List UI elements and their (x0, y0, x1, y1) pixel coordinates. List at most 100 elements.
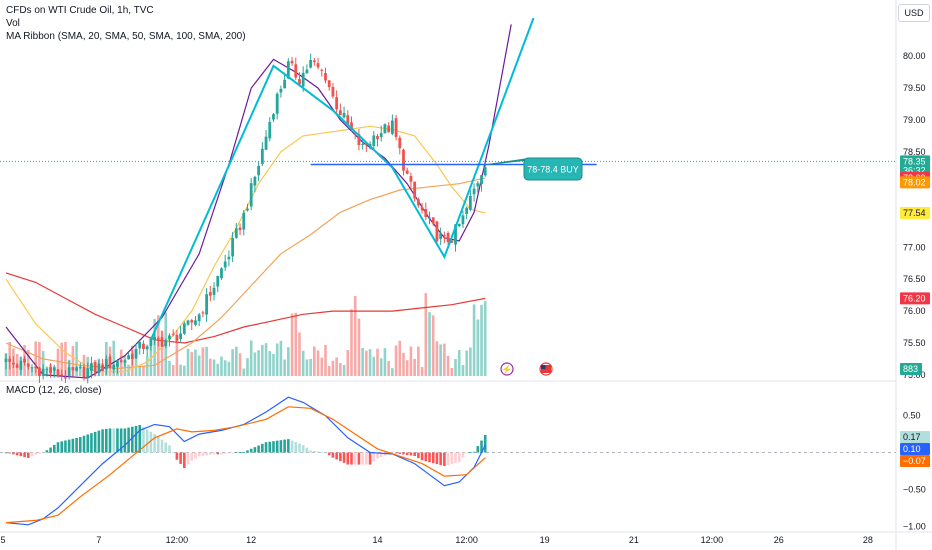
candle (390, 114, 394, 136)
candle-body (338, 110, 342, 116)
volume-bar (309, 358, 312, 376)
volume-bar (417, 346, 420, 376)
price-tag-countdown: 36:32 (903, 165, 926, 175)
volume-bar (420, 366, 424, 376)
candle (138, 341, 142, 355)
candle-body (153, 336, 156, 341)
candle (186, 319, 190, 326)
volume-bar (457, 349, 461, 376)
candle (175, 330, 179, 344)
macd-histogram-bar (112, 428, 116, 453)
candle (160, 330, 164, 348)
volume-bar (60, 342, 64, 376)
volume-bar (153, 318, 156, 376)
candle (246, 203, 249, 212)
macd-histogram-bar (90, 433, 93, 453)
candle (101, 359, 104, 372)
candle (405, 167, 409, 175)
volume-bar (368, 349, 372, 376)
macd-histogram-bar (301, 444, 305, 453)
candle (12, 356, 15, 368)
volume-bar (383, 348, 387, 376)
currency-button[interactable]: USD (898, 4, 930, 22)
macd-histogram-bar (294, 442, 298, 453)
time-tick-label: 12:00 (455, 535, 478, 545)
candle (361, 139, 365, 150)
candle-body (390, 120, 394, 134)
volume-bar (246, 358, 249, 376)
time-tick-label: 12 (246, 535, 256, 545)
macd-tag: −0.07 (900, 455, 930, 467)
volume-bar (175, 340, 179, 376)
candle (335, 90, 339, 114)
candle (67, 360, 71, 380)
price-tag-bg (900, 292, 930, 305)
macd-histogram-bar (290, 440, 294, 453)
macd-histogram-bar (97, 430, 101, 453)
time-tick-label: 21 (629, 535, 639, 545)
macd-histogram-bar (353, 452, 357, 465)
price-tick-label: 79.50 (903, 83, 926, 93)
volume-bar (171, 365, 175, 376)
macd-histogram-bar (131, 426, 134, 453)
macd-histogram-bar (216, 452, 220, 455)
macd-histogram-bar (350, 452, 353, 465)
candle-body (123, 360, 127, 363)
candle (253, 175, 257, 193)
macd-histogram-bar (409, 452, 413, 456)
macd-histogram-bar (175, 452, 179, 460)
volume-bar (413, 358, 416, 376)
volume-bar (64, 341, 67, 376)
candle (116, 360, 119, 374)
candle-body (182, 323, 186, 334)
candle-body (383, 124, 387, 134)
macd-histogram-bar (361, 452, 364, 465)
candle-body (249, 183, 253, 207)
candle-body (23, 358, 26, 363)
macd-histogram-bar (335, 452, 338, 460)
macd-tick-label: −1.00 (903, 521, 926, 531)
candle-body (279, 88, 283, 93)
candle (309, 53, 313, 69)
macd-histogram-bar (253, 447, 257, 453)
candle-body (112, 364, 116, 370)
volume-tag-label: 883 (903, 364, 918, 374)
candle (279, 85, 283, 98)
macd-histogram-bar (93, 431, 97, 453)
candle (257, 161, 261, 182)
candle (171, 329, 175, 337)
macd-histogram-bar (157, 436, 160, 453)
macd-histogram-bar (38, 452, 41, 454)
candle (71, 366, 75, 377)
price-tick-label: 75.50 (903, 338, 926, 348)
volume-bar (394, 345, 398, 376)
volume-bar (461, 365, 465, 376)
macd-histogram-bar (52, 444, 56, 453)
candle (450, 240, 454, 244)
candle (82, 363, 86, 381)
macd-histogram-bar (346, 452, 350, 465)
candle-body (416, 199, 420, 206)
candle (26, 363, 30, 370)
volume-bar (424, 293, 428, 376)
volume-bar (38, 342, 41, 376)
macd-histogram-bar (316, 451, 320, 453)
volume-bar (223, 360, 227, 376)
candle-body (435, 221, 439, 242)
macd-histogram-bar (186, 452, 190, 465)
volume-bar (316, 350, 320, 376)
volume-bar (454, 359, 457, 376)
macd-histogram-bar (71, 438, 75, 453)
volume-bar (272, 353, 275, 376)
volume-bar (227, 361, 231, 376)
candle-body (439, 233, 443, 240)
candle-body (450, 240, 454, 243)
volume-bar (365, 350, 368, 376)
candle (86, 362, 90, 384)
volume-bar (361, 347, 364, 376)
candle (387, 122, 391, 133)
macd-histogram-bar (450, 452, 454, 465)
candle (316, 57, 320, 70)
candle-body (324, 73, 327, 81)
